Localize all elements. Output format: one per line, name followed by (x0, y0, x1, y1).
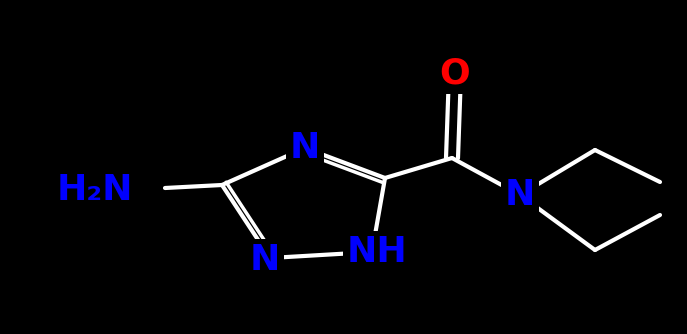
Text: N: N (290, 131, 320, 165)
Text: N: N (505, 178, 535, 212)
Text: H₂N: H₂N (57, 173, 133, 207)
Text: NH: NH (347, 235, 407, 269)
Text: N: N (250, 243, 280, 277)
Text: O: O (440, 56, 471, 90)
